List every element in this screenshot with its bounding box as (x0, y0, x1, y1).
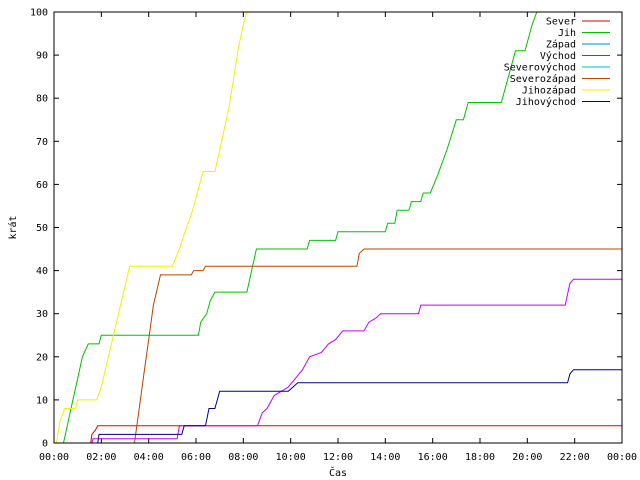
legend-label: Severozápad (510, 73, 576, 85)
x-tick-label: 06:00 (181, 452, 211, 463)
x-tick-label: 12:00 (323, 452, 353, 463)
y-tick-label: 90 (36, 51, 48, 62)
x-tick-label: 00:00 (607, 452, 637, 463)
x-tick-label: 20:00 (512, 452, 542, 463)
legend-label: Jihovýchod (516, 96, 576, 108)
x-tick-label: 04:00 (134, 452, 164, 463)
legend-label: Východ (540, 50, 576, 62)
y-tick-label: 10 (36, 395, 48, 406)
series-line-jihovýchod (54, 369, 622, 444)
legend: SeverJihZápadVýchodSeverovýchodSeverozáp… (504, 17, 610, 108)
y-tick-label: 20 (36, 352, 48, 363)
tick-label-layer: 00:00 02:00 04:00 06:00 08:00 10:00 12:00 14:00… (30, 8, 637, 464)
series-line-východ (54, 278, 622, 444)
tick-layer (53, 11, 623, 444)
x-tick-label: 16:00 (418, 452, 448, 463)
series-line-jihozápad (54, 11, 248, 444)
y-tick-label: 60 (36, 180, 48, 191)
legend-label: Jihozápad (522, 85, 576, 97)
legend-label: Západ (546, 39, 576, 51)
y-tick-label: 70 (36, 137, 48, 148)
y-axis-label: krát (7, 215, 19, 239)
x-tick-label: 08:00 (228, 452, 258, 463)
y-tick-label: 50 (36, 223, 48, 234)
x-tick-label: 22:00 (560, 452, 590, 463)
x-tick-label: 00:00 (39, 452, 69, 463)
y-tick-label: 40 (36, 266, 48, 277)
y-tick-label: 100 (30, 8, 48, 19)
series-line-severozápad (54, 248, 622, 444)
x-tick-label: 18:00 (465, 452, 495, 463)
y-tick-label: 80 (36, 94, 48, 105)
y-tick-label: 0 (42, 439, 48, 450)
series-layer (54, 11, 622, 444)
plot-frame (53, 11, 623, 444)
x-tick-label: 14:00 (370, 452, 400, 463)
series-line-jih (54, 11, 538, 444)
x-axis-label: Čas (329, 466, 347, 479)
x-tick-label: 02:00 (86, 452, 116, 463)
y-tick-label: 30 (36, 309, 48, 320)
legend-label: Severovýchod (504, 62, 576, 74)
legend-label: Sever (546, 17, 576, 28)
legend-label: Jih (558, 28, 576, 39)
x-tick-label: 10:00 (276, 452, 306, 463)
